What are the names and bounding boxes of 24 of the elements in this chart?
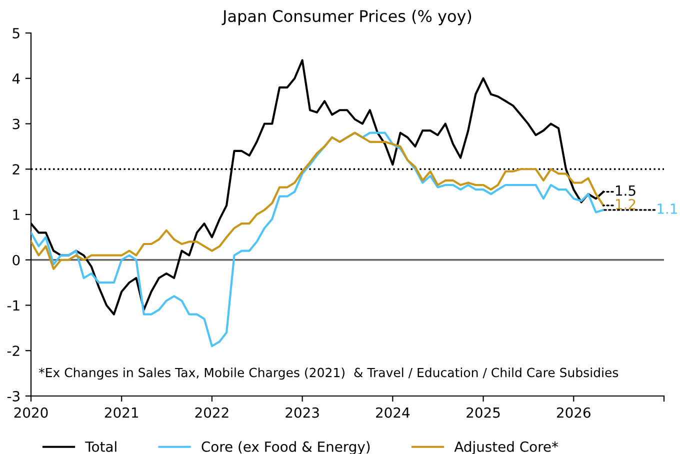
y-tick-label: 2: [12, 164, 20, 174]
legend-label: Total: [85, 441, 116, 452]
x-tick-label: 2020: [14, 407, 48, 418]
y-tick-label: 4: [12, 74, 20, 84]
data-label: 1.5: [616, 186, 636, 196]
x-tick-label: 2021: [104, 407, 138, 418]
y-tick-label: -1: [7, 300, 20, 311]
y-tick-label: 3: [12, 118, 20, 130]
y-tick-label: 0: [12, 254, 20, 266]
y-tick-label: -2: [7, 346, 20, 356]
data-label: 1.1: [658, 204, 677, 214]
y-tick-label: 1: [13, 210, 20, 220]
x-tick-label: 2025: [466, 407, 500, 418]
y-tick-label: 5: [12, 28, 20, 38]
chart-title: Japan Consumer Prices (% yoy): [222, 10, 472, 26]
line-series: [31, 132, 604, 270]
x-tick-label: 2026: [556, 407, 590, 418]
line-series: [31, 132, 604, 348]
data-label: 1.2: [616, 198, 636, 210]
x-tick-label: 2023: [286, 407, 319, 418]
x-tick-label: 2022: [195, 407, 228, 418]
y-tick-label: -3: [7, 390, 20, 402]
annotation: *Ex Changes in Sales Tax, Mobile Charges (2021) & Travel / Education / Child Care Subsidies: [38, 368, 618, 380]
x-tick-label: 2024: [376, 407, 410, 418]
